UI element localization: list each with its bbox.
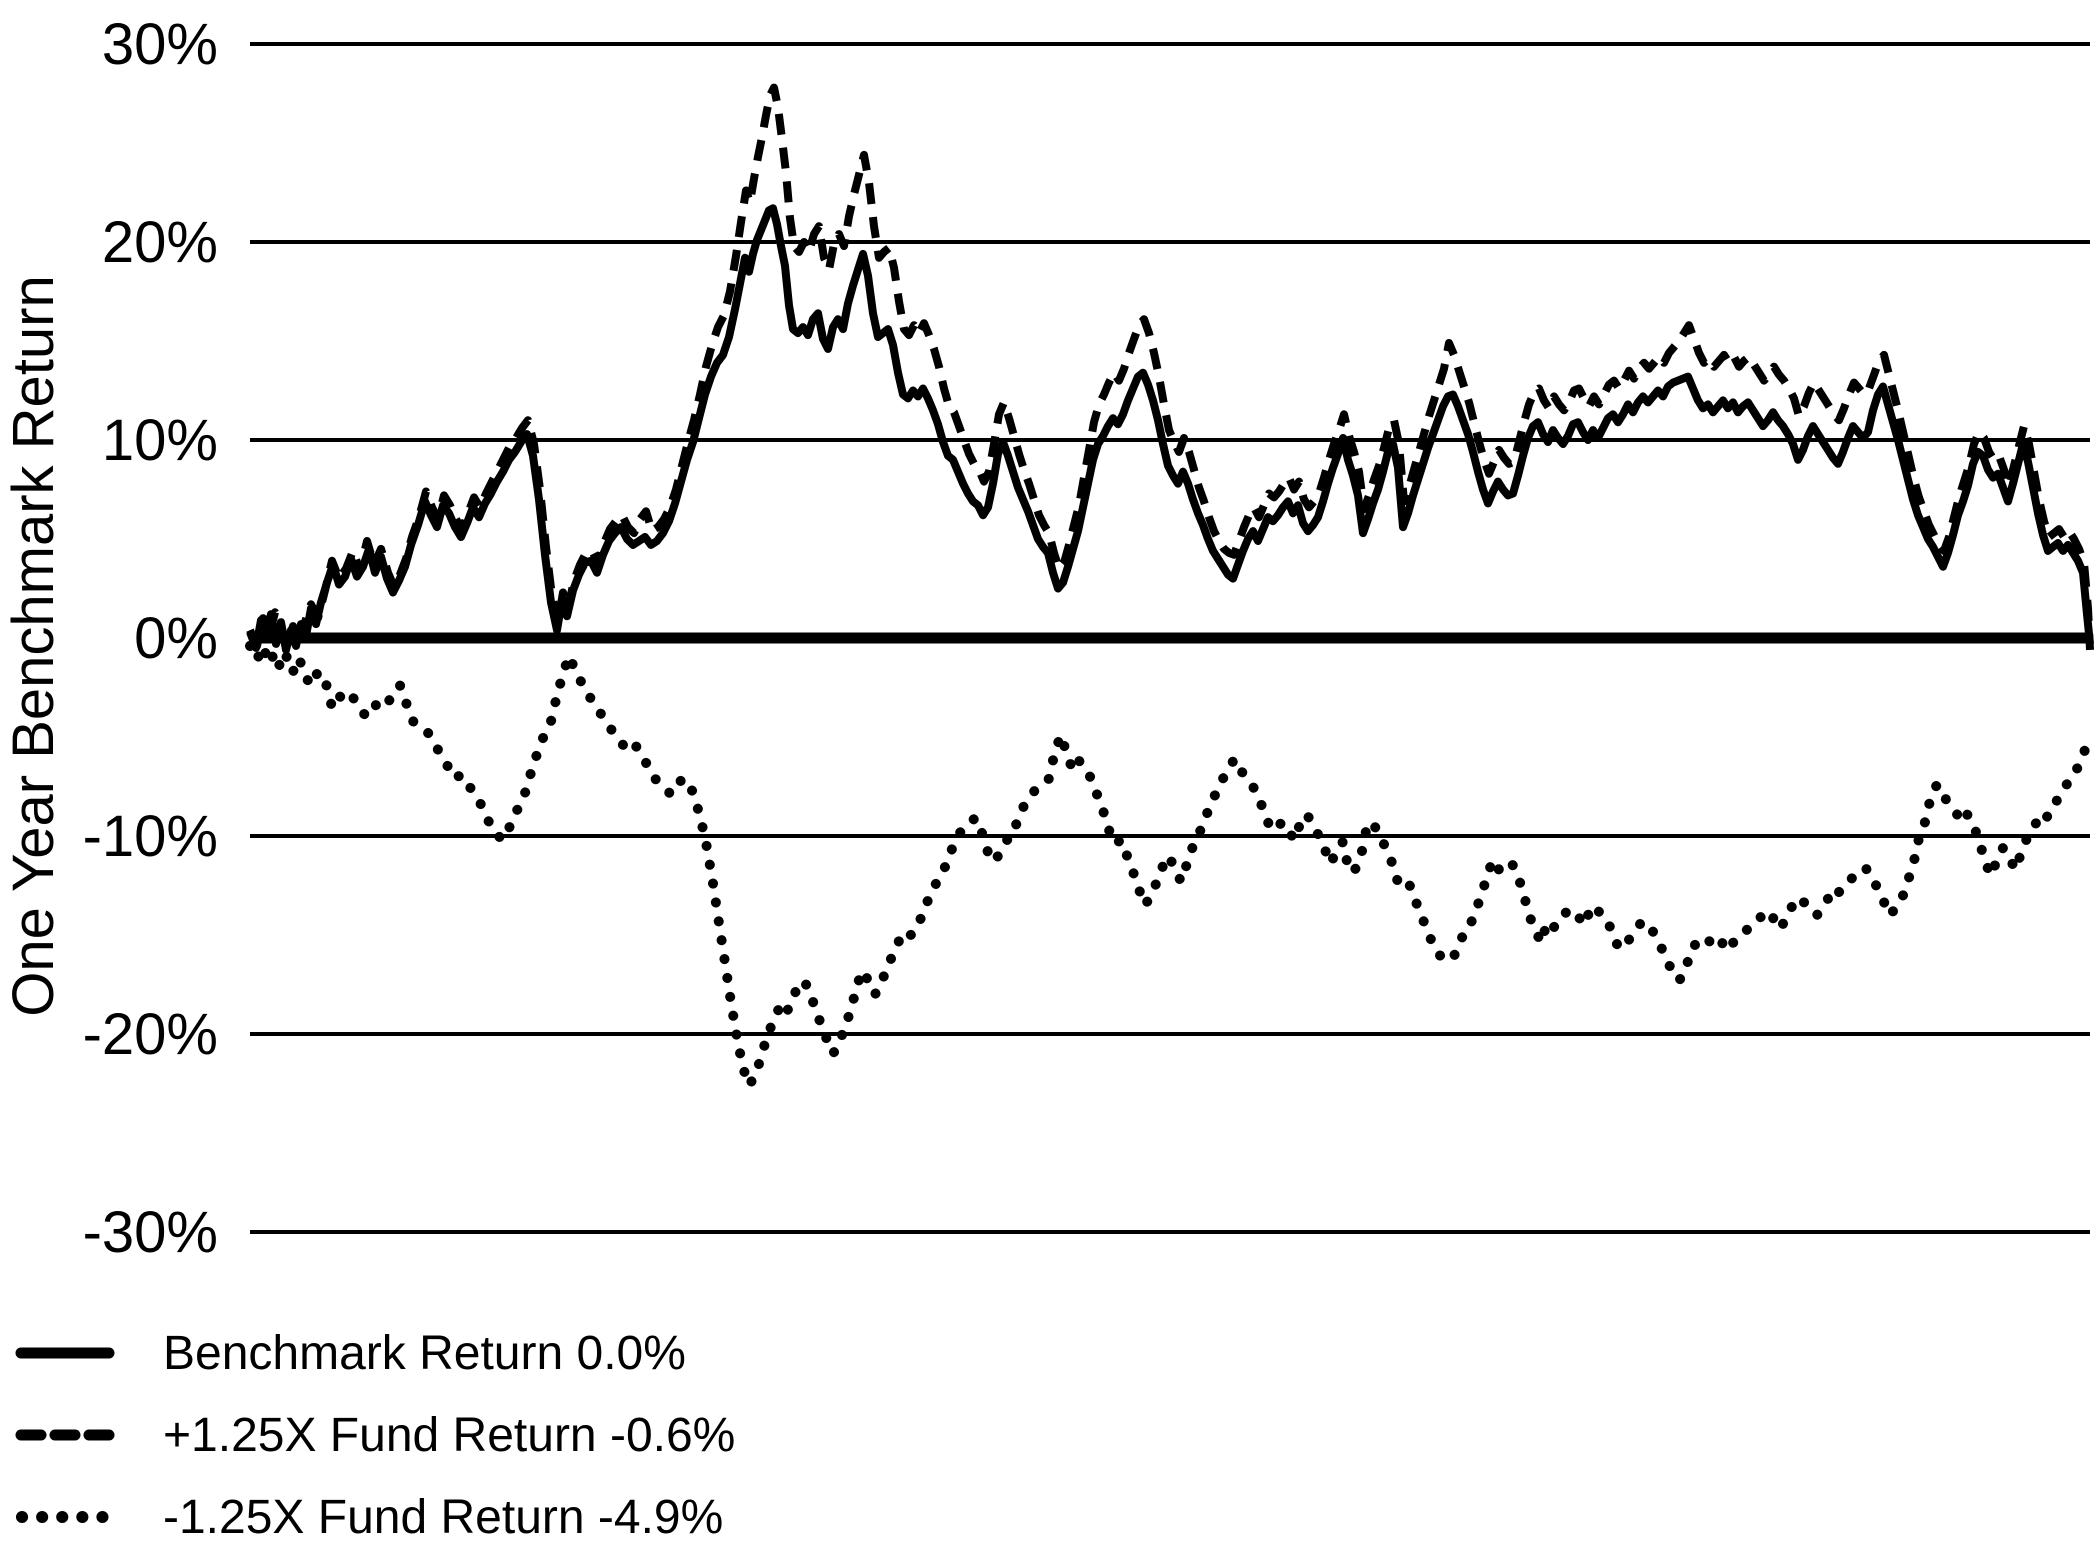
series-lines [245,83,2095,1091]
series-line-dotted [245,640,2095,1091]
dashed-line-icon [15,1429,115,1441]
y-tick--10: -10% [83,804,218,869]
y-tick--20: -20% [83,1002,218,1067]
y-axis-title: One Year Benchmark Return [1,275,66,1017]
y-tick-30: 30% [102,12,218,77]
series-line-dashed [246,83,2094,652]
legend-row-plus-fund: +1.25X Fund Return -0.6% [15,1394,1215,1476]
gridlines [250,42,2090,1234]
legend-row-benchmark: Benchmark Return 0.0% [15,1312,1215,1394]
y-tick-20: 20% [102,210,218,275]
dotted-line-icon [16,1511,115,1523]
legend: Benchmark Return 0.0% +1.25X Fund Return… [15,1312,1215,1558]
y-tick-0: 0% [134,606,218,671]
series-line-solid [246,204,2094,654]
y-tick-10: 10% [102,408,218,473]
solid-line-icon [15,1347,115,1359]
legend-label-minus-fund: -1.25X Fund Return -4.9% [163,1490,724,1544]
legend-label-plus-fund: +1.25X Fund Return -0.6% [163,1408,736,1462]
legend-row-minus-fund: -1.25X Fund Return -4.9% [15,1476,1215,1558]
y-axis-tick-labels: 30% 20% 10% 0% -10% -20% -30% [83,12,218,1265]
y-tick--30: -30% [83,1200,218,1265]
legend-label-benchmark: Benchmark Return 0.0% [163,1326,686,1380]
